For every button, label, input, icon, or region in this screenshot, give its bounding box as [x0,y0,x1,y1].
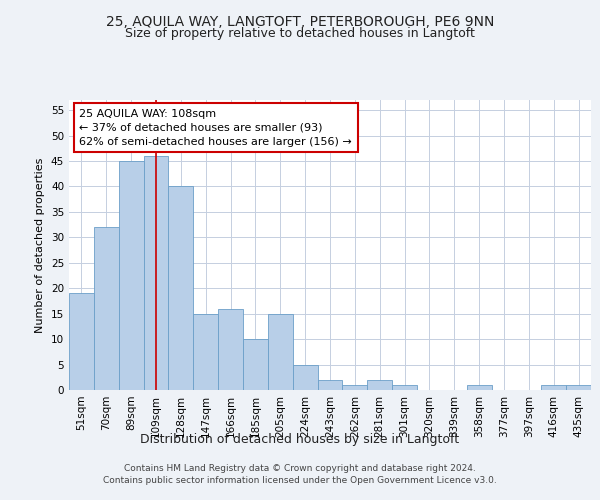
Bar [119,161,143,390]
Text: Contains public sector information licensed under the Open Government Licence v3: Contains public sector information licen… [103,476,497,485]
Y-axis label: Number of detached properties: Number of detached properties [35,158,46,332]
Bar [367,380,392,390]
Bar [218,308,243,390]
Bar [268,314,293,390]
Text: 25, AQUILA WAY, LANGTOFT, PETERBOROUGH, PE6 9NN: 25, AQUILA WAY, LANGTOFT, PETERBOROUGH, … [106,15,494,29]
Text: Size of property relative to detached houses in Langtoft: Size of property relative to detached ho… [125,28,475,40]
Bar [467,385,491,390]
Bar [69,294,94,390]
Bar [293,364,317,390]
Bar [541,385,566,390]
Bar [343,385,367,390]
Bar [317,380,343,390]
Bar [169,186,193,390]
Text: 25 AQUILA WAY: 108sqm
← 37% of detached houses are smaller (93)
62% of semi-deta: 25 AQUILA WAY: 108sqm ← 37% of detached … [79,108,352,146]
Text: Distribution of detached houses by size in Langtoft: Distribution of detached houses by size … [140,432,460,446]
Bar [143,156,169,390]
Bar [193,314,218,390]
Bar [243,339,268,390]
Bar [566,385,591,390]
Bar [94,227,119,390]
Bar [392,385,417,390]
Text: Contains HM Land Registry data © Crown copyright and database right 2024.: Contains HM Land Registry data © Crown c… [124,464,476,473]
